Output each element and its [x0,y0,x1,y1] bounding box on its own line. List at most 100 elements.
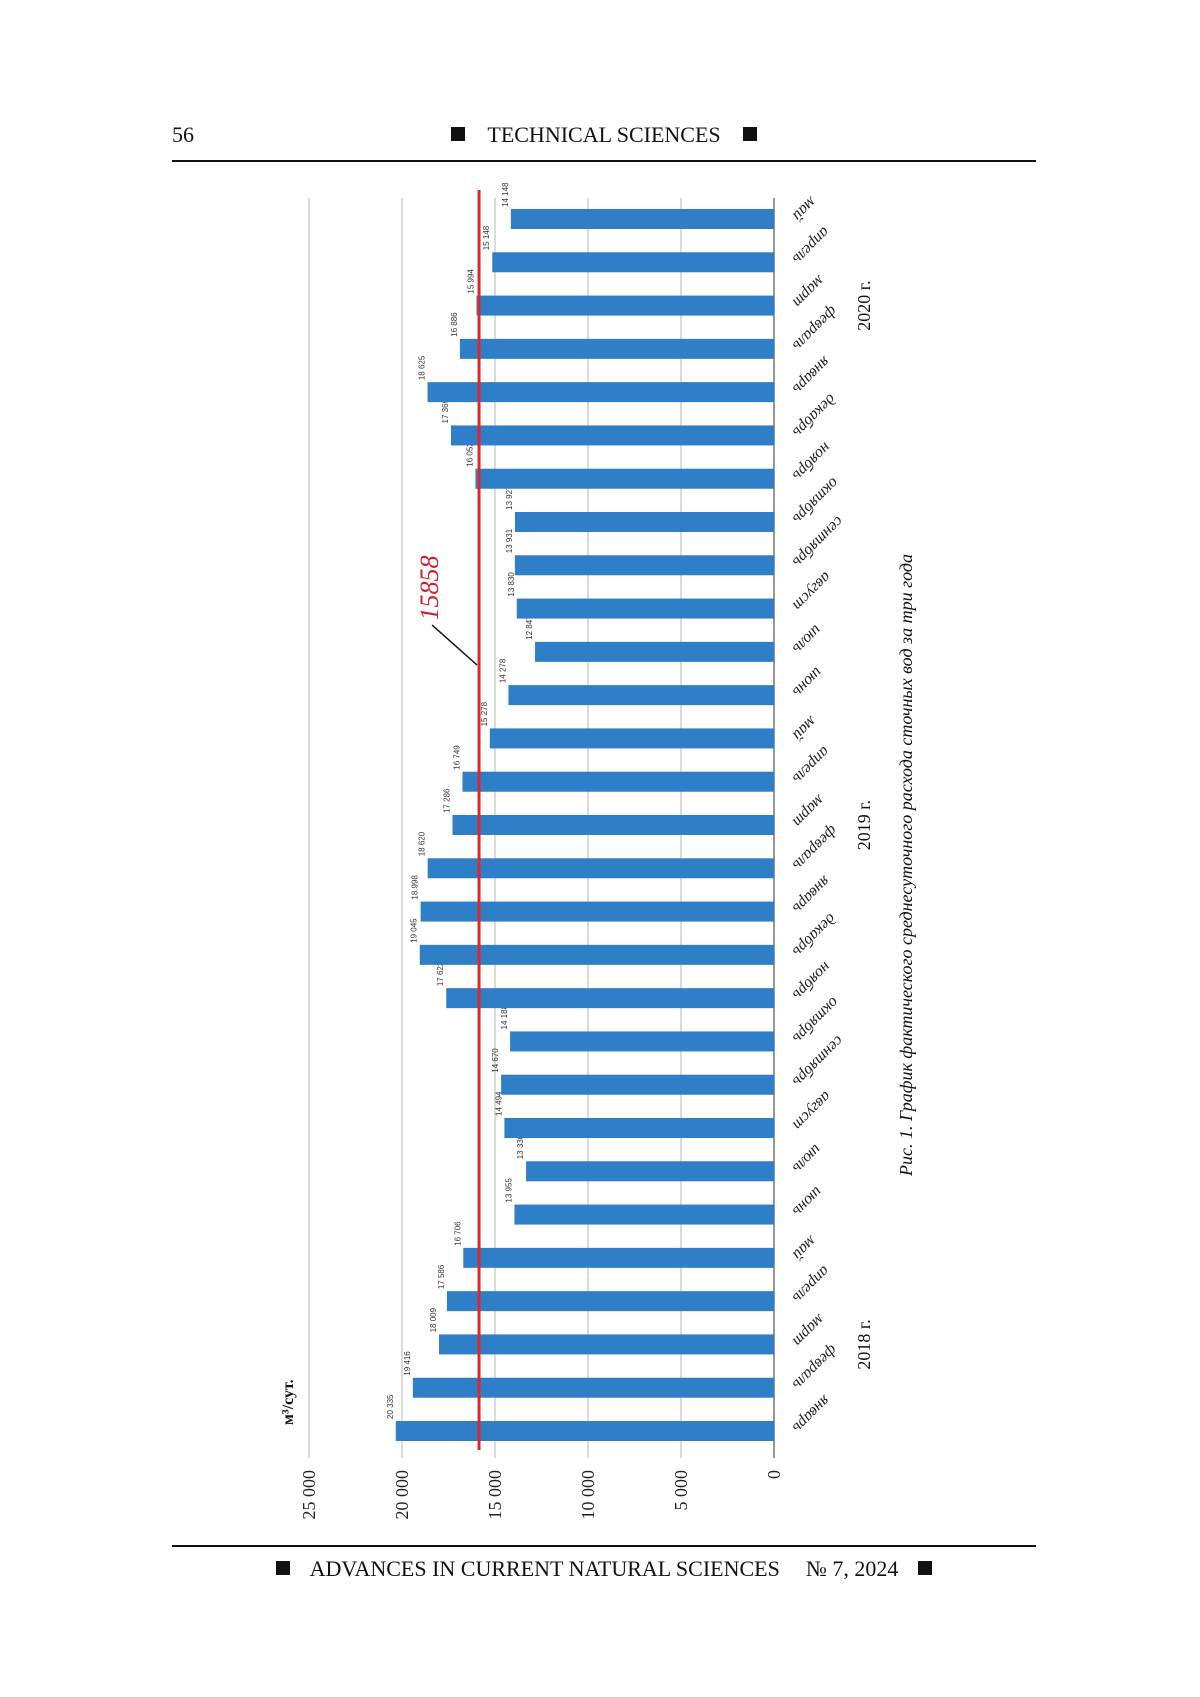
bar [462,771,774,792]
bar [439,1334,774,1355]
square-bullet-icon [918,1561,933,1575]
bar-value-label: 14 148 [501,182,510,207]
bar-value-label: 16 052 [465,442,474,467]
category-label: август [789,1088,834,1133]
bar [427,858,774,879]
category-label: март [789,1310,828,1349]
bar-value-label: 18 998 [411,875,420,900]
bar-value-label: 15 148 [482,225,491,250]
square-bullet-icon [451,127,466,141]
bar-value-label: 12 847 [525,615,534,640]
bar-value-label: 16 706 [453,1221,462,1246]
category-label: март [789,271,828,310]
header-rule [172,160,1036,162]
bar-value-label: 15 278 [480,701,489,726]
bar-value-label: 13 931 [505,528,514,553]
bar-value-label: 19 045 [410,918,419,943]
footer-line: ADVANCES IN CURRENT NATURAL SCIENCES № 7,… [172,1556,1036,1582]
section-title: TECHNICAL SCIENCES [487,122,721,147]
bar-value-label: 14 188 [500,1004,509,1029]
y-axis-unit-label: м³/сут. [280,1379,297,1425]
category-label: январь [789,1391,834,1436]
chart-plot-area: 0 5 000 10 000 15 000 20 000 25 000 20 335 19 4… [280,182,916,1520]
category-label: июнь [789,664,825,700]
square-bullet-icon [275,1561,290,1575]
footer-rule [172,1545,1036,1547]
bar-value-label: 17 622 [436,961,445,986]
bar [501,1074,774,1095]
reference-line-leader [431,624,478,666]
category-label: июль [789,622,824,657]
bar [510,1031,774,1052]
reference-value-label: 15858 [415,556,444,621]
bar-value-label: 16 886 [450,312,459,337]
bar-value-label: 16 749 [452,745,461,770]
bar-value-label: 15 994 [467,269,476,294]
bar [452,815,774,835]
category-label: декабрь [789,910,839,960]
y-tick-label: 20 000 [392,1470,412,1520]
category-label: май [789,1232,820,1263]
category-label: февраль [789,303,840,354]
bar [492,252,774,273]
y-tick-label: 10 000 [578,1470,598,1520]
page-footer: ADVANCES IN CURRENT NATURAL SCIENCES № 7,… [172,1545,1036,1595]
year-label: 2020 г. [854,280,874,330]
bar [514,555,774,576]
category-label: июль [789,1141,824,1176]
year-label: 2019 г. [854,800,874,850]
category-label: февраль [789,1342,840,1393]
category-label: июнь [789,1183,825,1219]
bar [504,1118,774,1138]
figure-caption: Рис. 1. График фактического среднесуточн… [896,554,916,1177]
page-header: 56 TECHNICAL SCIENCES [172,120,1036,162]
bar-value-label: 14 278 [498,658,507,683]
bar-value-label: 17 586 [437,1264,446,1289]
bar [516,598,774,619]
bar [450,425,774,446]
bar-value-label: 13 830 [507,572,516,597]
category-label: август [789,569,834,614]
bar [514,512,774,532]
category-label: апрель [789,743,833,787]
bar-value-label: 19 416 [403,1351,412,1376]
bar [475,468,774,489]
square-bullet-icon [742,127,757,141]
bar [510,209,774,229]
bar [463,1247,774,1268]
bar [446,1291,774,1312]
issue-number: № 7, 2024 [805,1556,899,1581]
bar-value-label: 14 494 [494,1091,503,1116]
y-tick-label: 15 000 [485,1470,505,1520]
bar-value-label: 17 286 [442,788,451,813]
category-label: декабрь [789,391,839,441]
bar-value-label: 13 927 [505,485,514,510]
category-label: февраль [789,822,840,873]
y-tick-label: 5 000 [671,1470,691,1511]
category-label: май [789,193,820,224]
bar-value-label: 17 369 [441,398,450,423]
running-header: TECHNICAL SCIENCES [172,122,1036,148]
category-label: апрель [789,1263,833,1307]
bar-value-label: 18 625 [418,355,427,380]
bar [526,1161,774,1182]
bar-value-label: 18 620 [418,831,427,856]
bar-value-label: 20 335 [386,1394,395,1419]
bar [489,728,774,749]
year-label: 2018 г. [854,1319,874,1369]
bar [419,944,774,965]
bar [514,1204,774,1225]
journal-title: ADVANCES IN CURRENT NATURAL SCIENCES [309,1556,780,1581]
bar [412,1377,774,1398]
category-label: май [789,712,820,743]
bar [427,382,774,403]
y-tick-label: 0 [764,1470,784,1479]
category-label: апрель [789,224,833,268]
y-tick-label: 25 000 [299,1470,319,1520]
bar [476,295,774,316]
bar [508,685,774,706]
bar [420,901,774,922]
bar [446,988,774,1009]
category-label: март [789,791,828,830]
